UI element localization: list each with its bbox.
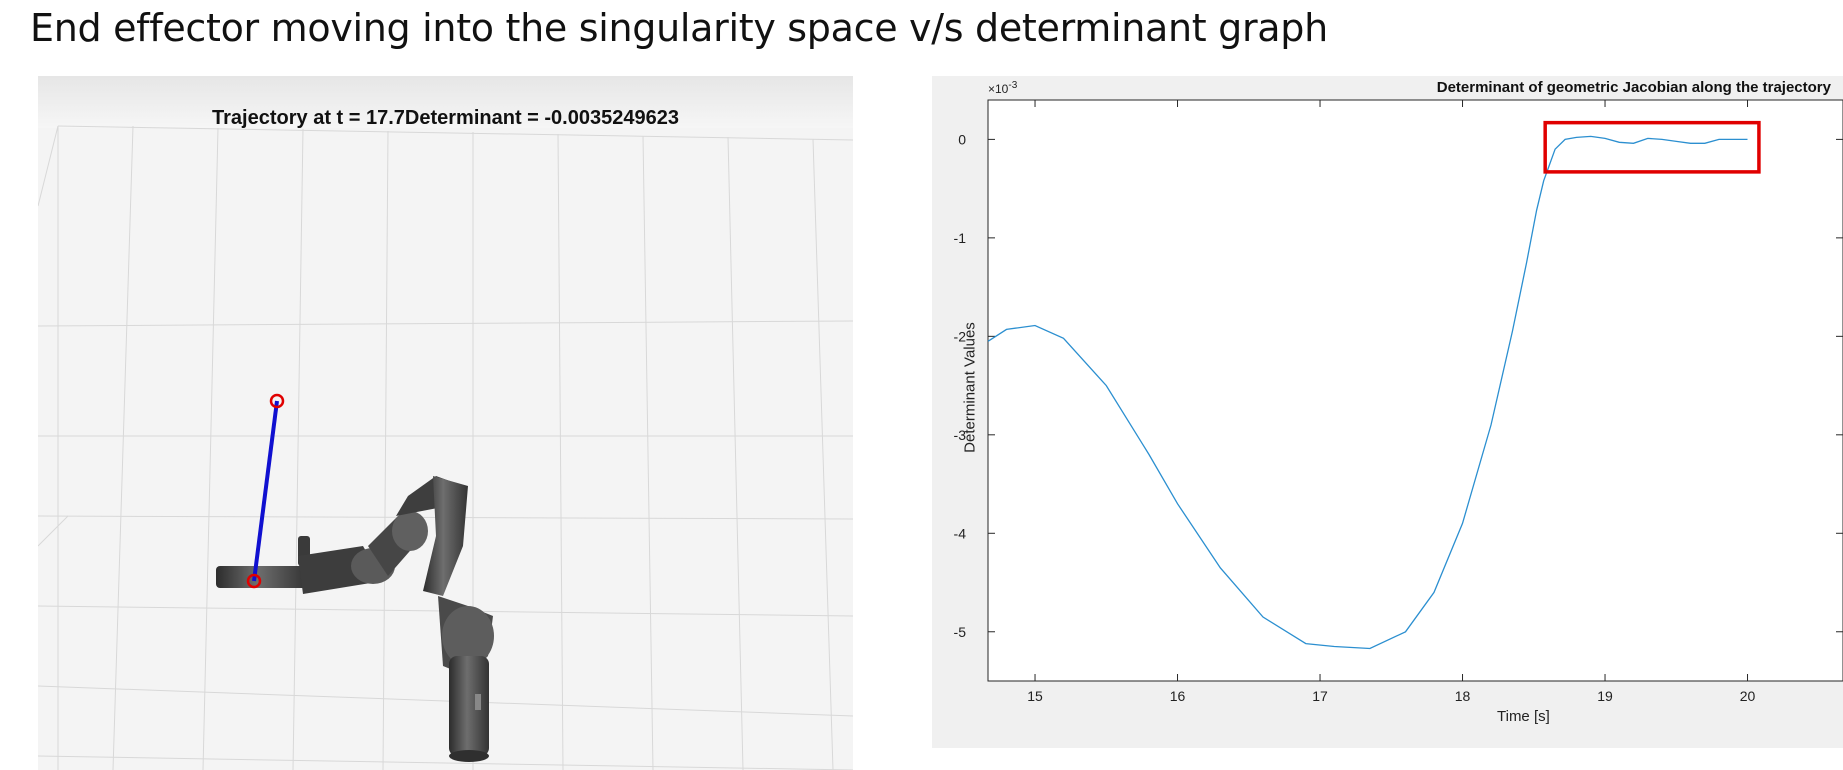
determinant-line — [987, 135, 1748, 650]
y-tick-label: -1 — [954, 230, 967, 246]
x-tick-label: 15 — [1027, 688, 1043, 704]
robot-simulation-view[interactable]: Trajectory at t = 17.7Determinant = -0.0… — [38, 76, 853, 770]
robot-scene — [38, 76, 853, 770]
x-axis-label: Time [s] — [1497, 708, 1550, 725]
plot-area — [987, 99, 1843, 682]
y-axis-label: Determinant Values — [961, 322, 979, 453]
trajectory-end-marker — [269, 393, 285, 409]
x-tick-label: 18 — [1455, 688, 1471, 704]
simulation-title: Trajectory at t = 17.7Determinant = -0.0… — [212, 107, 679, 129]
determinant-plot-figure[interactable]: 15 16 17 18 19 20 0 -1 -2 -3 -4 -5 Determinant of g… — [932, 76, 1843, 748]
x-tick-label: 16 — [1170, 688, 1186, 704]
trajectory-start-marker — [246, 573, 262, 589]
determinant-chart: 15 16 17 18 19 20 0 -1 -2 -3 -4 -5 — [954, 99, 1843, 704]
y-exponent-label: ×10-3 — [988, 80, 1017, 96]
y-exponent-power: -3 — [1008, 80, 1018, 91]
y-tick-label: -2 — [954, 328, 967, 344]
trajectory-path — [246, 393, 285, 589]
y-tick-label: -5 — [954, 624, 967, 640]
robot-arm-icon — [216, 476, 494, 762]
singularity-highlight-box — [1543, 120, 1761, 174]
y-tick-label: -3 — [954, 427, 967, 443]
y-exponent-prefix: ×10 — [988, 82, 1009, 96]
slide-title: End effector moving into the singularity… — [30, 6, 1328, 50]
y-tick-label: 0 — [958, 131, 966, 147]
x-tick-label: 17 — [1312, 688, 1328, 704]
plot-title: Determinant of geometric Jacobian along … — [1436, 79, 1831, 96]
floor-grid — [38, 125, 853, 770]
y-tick-label: -4 — [954, 525, 967, 541]
x-tick-label: 19 — [1597, 688, 1613, 704]
x-tick-label: 20 — [1740, 688, 1756, 704]
